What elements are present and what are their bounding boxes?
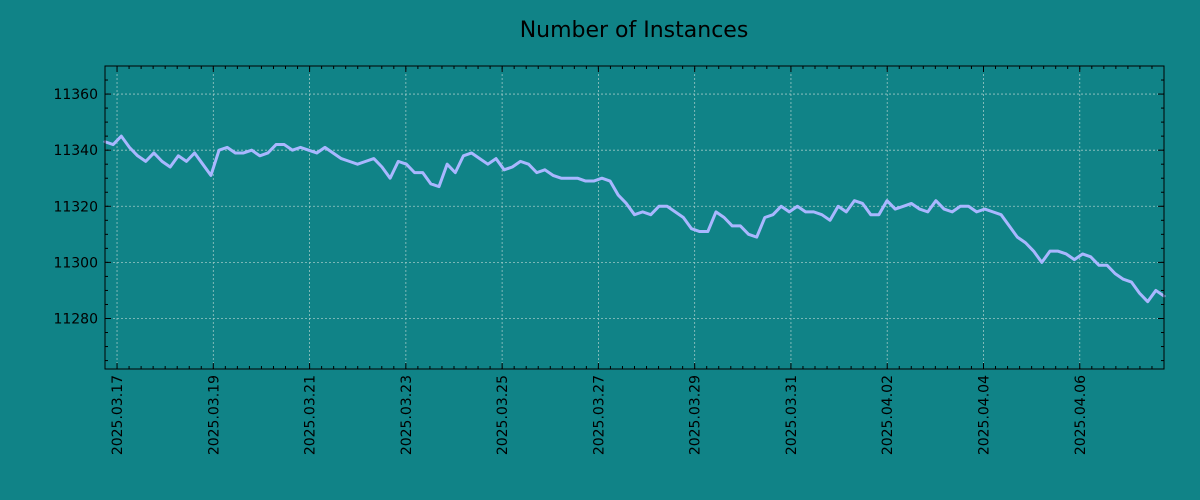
- y-tick-label: 11360: [53, 87, 98, 103]
- x-tick-label: 2025.03.31: [784, 375, 800, 455]
- plot-background: [105, 66, 1164, 369]
- chart-title: Number of Instances: [520, 18, 749, 43]
- x-tick-label: 2025.03.21: [303, 375, 319, 455]
- x-tick-label: 2025.04.04: [976, 375, 992, 455]
- x-tick-label: 2025.03.27: [591, 375, 607, 455]
- x-tick-label: 2025.03.23: [399, 375, 415, 455]
- x-tick-label: 2025.03.19: [206, 375, 222, 455]
- y-tick-label: 11320: [53, 199, 98, 215]
- y-tick-label: 11300: [53, 255, 98, 271]
- x-tick-label: 2025.04.02: [880, 375, 896, 455]
- x-tick-label: 2025.03.25: [495, 375, 511, 455]
- y-tick-label: 11280: [53, 312, 98, 328]
- x-tick-label: 2025.03.17: [110, 375, 126, 455]
- plot-frame: [104, 65, 1165, 370]
- plot-area: 11280 11300 11320 11340 11360 2025.03.17 2025.…: [53, 65, 1166, 455]
- y-tick-label: 11340: [53, 143, 98, 159]
- x-tick-label: 2025.04.06: [1073, 375, 1089, 455]
- series-line: [103, 134, 1166, 304]
- x-tick-label: 2025.03.29: [688, 375, 704, 455]
